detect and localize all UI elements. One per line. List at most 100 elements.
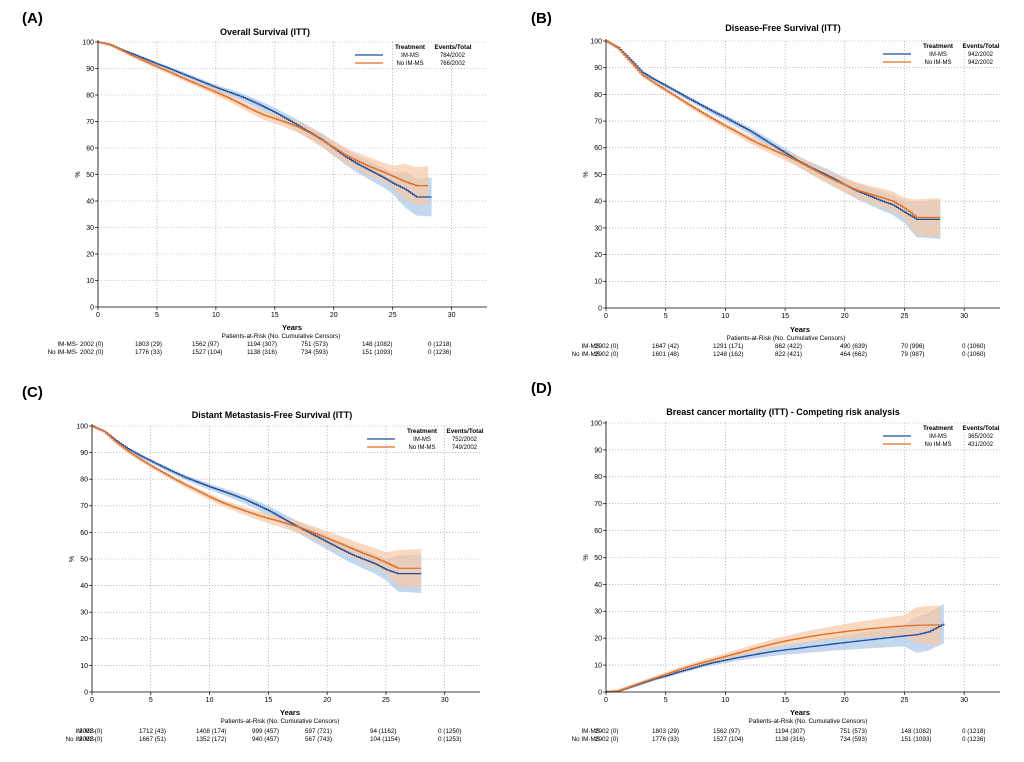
risk-cell: 2002 (0) bbox=[595, 351, 618, 358]
chart-panel-3: (C) Distant Metastasis-Free Survival (ITT… bbox=[22, 384, 484, 743]
x-tick-label: 0 bbox=[604, 697, 608, 704]
risk-row-name: IM-MS- bbox=[581, 343, 602, 350]
legend-entry-no-im-ms: No IM-MS bbox=[397, 61, 424, 67]
y-tick-label: 50 bbox=[80, 556, 88, 563]
x-tick-label: 30 bbox=[960, 313, 968, 320]
y-tick-label: 50 bbox=[594, 172, 602, 179]
y-tick-label: 40 bbox=[594, 582, 602, 589]
series-line-no-im-ms bbox=[92, 425, 422, 569]
legend-header-treatment: Treatment bbox=[407, 428, 438, 435]
y-tick-label: 90 bbox=[86, 66, 94, 73]
legend-header-treatment: Treatment bbox=[923, 43, 954, 50]
risk-cell: 1527 (104) bbox=[713, 736, 743, 743]
risk-table: Patients-at-Risk (No. Cumulative Censors… bbox=[48, 333, 452, 356]
panel-label: (B) bbox=[531, 10, 552, 27]
risk-cell: 822 (421) bbox=[775, 351, 802, 358]
legend-events-no-im-ms: 749/2002 bbox=[452, 445, 478, 451]
risk-cell: 1562 (97) bbox=[713, 728, 740, 735]
y-tick-label: 40 bbox=[86, 198, 94, 205]
y-tick-label: 90 bbox=[594, 65, 602, 72]
x-tick-label: 25 bbox=[901, 313, 909, 320]
y-tick-label: 80 bbox=[86, 92, 94, 99]
chart-panel-1: (A)Overall Survival (ITT)010203040506070… bbox=[22, 10, 487, 356]
x-tick-label: 15 bbox=[781, 313, 789, 320]
chart-title: Distant Metastasis-Free Survival (ITT) bbox=[192, 410, 353, 420]
risk-cell: 79 (987) bbox=[901, 351, 924, 358]
risk-cell: 1601 (48) bbox=[652, 351, 679, 358]
y-tick-label: 80 bbox=[594, 92, 602, 99]
risk-cell: 151 (1093) bbox=[901, 736, 931, 743]
y-tick-label: 70 bbox=[594, 119, 602, 126]
y-tick-label: 50 bbox=[86, 172, 94, 179]
y-tick-label: 80 bbox=[594, 474, 602, 481]
risk-cell: 151 (1093) bbox=[362, 349, 392, 356]
y-tick-label: 30 bbox=[594, 609, 602, 616]
risk-cell: 490 (639) bbox=[840, 343, 867, 350]
risk-cell: 1776 (33) bbox=[135, 349, 162, 356]
x-tick-label: 0 bbox=[604, 313, 608, 320]
risk-cell: 0 (1218) bbox=[962, 728, 985, 735]
y-tick-label: 60 bbox=[594, 145, 602, 152]
risk-cell: 0 (1060) bbox=[962, 351, 985, 358]
chart-title: Disease-Free Survival (ITT) bbox=[725, 23, 841, 33]
risk-cell: 734 (593) bbox=[301, 349, 328, 356]
legend-header-events: Events/Total bbox=[435, 44, 472, 51]
x-tick-label: 15 bbox=[781, 697, 789, 704]
y-axis-label: % bbox=[69, 556, 76, 562]
x-tick-label: 25 bbox=[389, 312, 397, 319]
risk-cell: 597 (721) bbox=[305, 728, 332, 735]
risk-cell: 1776 (33) bbox=[652, 736, 679, 743]
y-tick-label: 60 bbox=[594, 528, 602, 535]
legend-events-no-im-ms: 766/2002 bbox=[440, 61, 466, 67]
confidence-band-im-ms bbox=[98, 42, 432, 217]
legend-header-events: Events/Total bbox=[447, 428, 484, 435]
risk-cell: 464 (662) bbox=[840, 351, 867, 358]
legend: Treatment Events/Total IM-MS 752/2002 No IM-… bbox=[367, 428, 484, 451]
confidence-band-no-im-ms bbox=[98, 42, 429, 205]
x-axis-label: Years bbox=[790, 708, 810, 717]
y-tick-label: 30 bbox=[86, 225, 94, 232]
risk-table-title: Patients-at-Risk (No. Cumulative Censors… bbox=[727, 335, 846, 342]
legend-entry-no-im-ms: No IM-MS bbox=[925, 442, 952, 448]
risk-cell: 2002 (0) bbox=[595, 728, 618, 735]
confidence-band-no-im-ms bbox=[606, 41, 941, 237]
risk-cell: 94 (1162) bbox=[370, 728, 397, 735]
risk-cell: 0 (1060) bbox=[962, 343, 985, 350]
risk-table-title: Patients-at-Risk (No. Cumulative Censors… bbox=[222, 333, 341, 340]
risk-cell: 1527 (104) bbox=[192, 349, 222, 356]
risk-row-name: No IM-MS- bbox=[572, 351, 602, 358]
y-tick-label: 10 bbox=[86, 278, 94, 285]
y-tick-label: 90 bbox=[80, 450, 88, 457]
x-axis-label: Years bbox=[790, 325, 810, 334]
series-line-im-ms bbox=[98, 41, 432, 198]
risk-cell: 862 (422) bbox=[775, 343, 802, 350]
x-tick-label: 30 bbox=[960, 697, 968, 704]
y-tick-label: 10 bbox=[594, 663, 602, 670]
y-tick-label: 30 bbox=[80, 610, 88, 617]
risk-cell: 999 (457) bbox=[252, 728, 279, 735]
x-tick-label: 10 bbox=[721, 697, 729, 704]
legend: Treatment Events/Total IM-MS 942/2002 No IM-… bbox=[883, 43, 1000, 66]
risk-row-name: No IM-MS- bbox=[48, 349, 78, 356]
risk-cell: 1562 (97) bbox=[192, 341, 219, 348]
y-tick-label: 0 bbox=[598, 689, 602, 696]
legend-events-im-ms: 784/2002 bbox=[440, 53, 466, 59]
y-axis-label: % bbox=[75, 171, 82, 177]
legend: Treatment Events/Total IM-MS 784/2002 No IM-… bbox=[355, 44, 472, 67]
legend-events-no-im-ms: 431/2002 bbox=[968, 442, 994, 448]
y-tick-label: 20 bbox=[594, 252, 602, 259]
x-tick-label: 0 bbox=[96, 312, 100, 319]
y-tick-label: 50 bbox=[594, 555, 602, 562]
x-tick-label: 10 bbox=[206, 697, 214, 704]
series-line-im-ms bbox=[606, 40, 941, 220]
y-tick-label: 70 bbox=[594, 501, 602, 508]
x-tick-label: 20 bbox=[841, 697, 849, 704]
legend-header-treatment: Treatment bbox=[923, 425, 954, 432]
risk-cell: 1138 (316) bbox=[775, 736, 805, 743]
chart-panel-2: (B) Disease-Free Survival (ITT) 0 10 20 30 40 5… bbox=[531, 10, 1000, 358]
legend-entry-im-ms: IM-MS bbox=[929, 52, 947, 58]
legend-entry-im-ms: IM-MS bbox=[401, 53, 419, 59]
risk-cell: 1408 (174) bbox=[196, 728, 226, 735]
risk-cell: 0 (1250) bbox=[438, 728, 461, 735]
y-tick-label: 70 bbox=[80, 503, 88, 510]
